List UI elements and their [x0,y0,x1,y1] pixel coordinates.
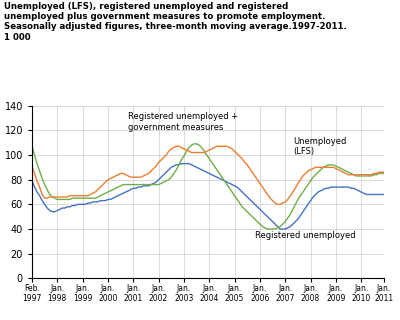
Text: Unemployed (LFS), registered unemployed and registered
unemployed plus governmen: Unemployed (LFS), registered unemployed … [4,2,347,42]
Text: Registered unemployed +
government measures: Registered unemployed + government measu… [128,112,238,132]
Text: Unemployed
(LFS): Unemployed (LFS) [293,137,346,156]
Text: Registered unemployed: Registered unemployed [255,231,356,240]
